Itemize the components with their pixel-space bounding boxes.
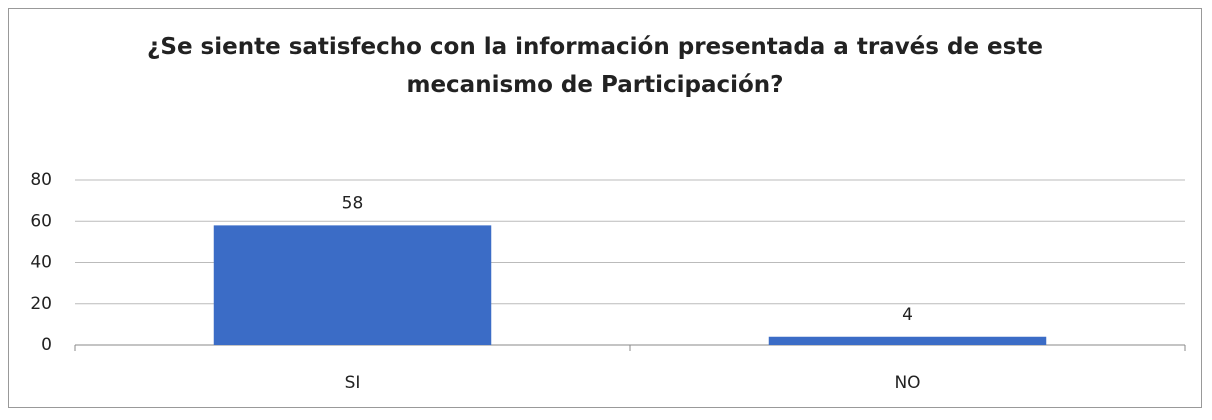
y-tick-label: 60 xyxy=(30,211,52,231)
x-tick-label: SI xyxy=(345,373,361,393)
y-tick-label: 20 xyxy=(30,294,52,314)
data-label: 4 xyxy=(902,305,913,325)
bar xyxy=(768,336,1047,345)
y-tick-label: 80 xyxy=(30,170,52,190)
chart-frame xyxy=(8,8,1202,408)
chart-title: ¿Se siente satisfecho con la información… xyxy=(147,34,1043,98)
data-label: 58 xyxy=(342,193,364,213)
bar xyxy=(213,225,492,345)
x-tick-label: NO xyxy=(894,373,920,393)
y-tick-label: 0 xyxy=(41,335,52,355)
y-tick-label: 40 xyxy=(30,253,52,273)
